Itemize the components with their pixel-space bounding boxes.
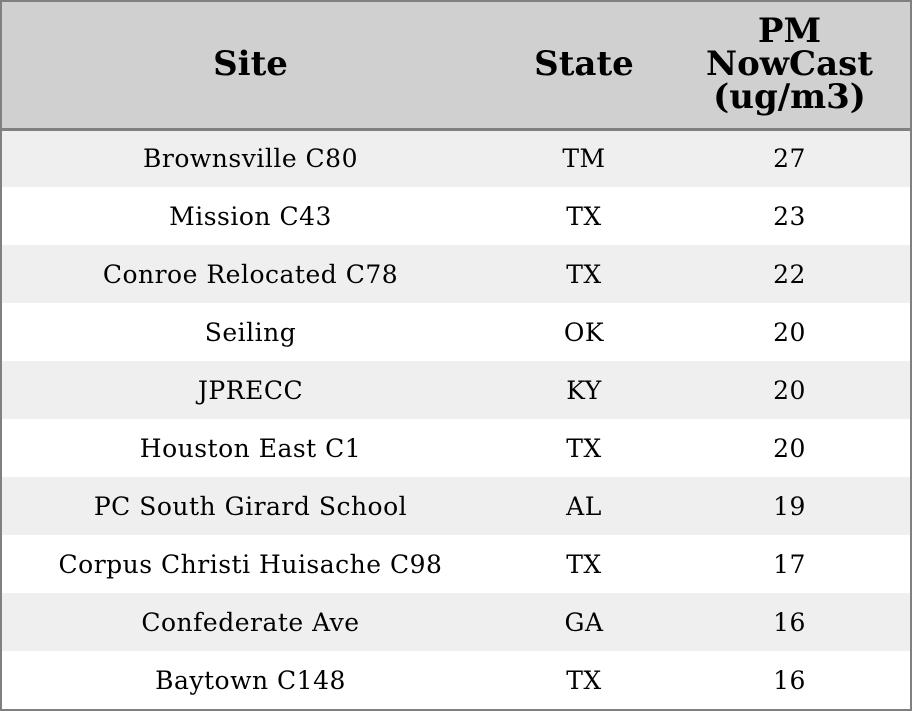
cell-state: AL xyxy=(566,491,602,521)
table-row: PC South Girard School AL 19 xyxy=(2,477,910,535)
cell-pm-nowcast: 22 xyxy=(773,259,806,289)
cell-pm-nowcast: 23 xyxy=(773,201,806,231)
cell-state: TX xyxy=(566,665,602,695)
cell-state: KY xyxy=(566,375,602,405)
cell-site: Mission C43 xyxy=(169,201,332,231)
cell-pm-nowcast: 27 xyxy=(773,144,806,174)
cell-site: Houston East C1 xyxy=(139,433,362,463)
table-row: Conroe Relocated C78 TX 22 xyxy=(2,245,910,303)
table-row: JPRECC KY 20 xyxy=(2,361,910,419)
cell-state: TX xyxy=(566,549,602,579)
cell-site: Baytown C148 xyxy=(155,665,346,695)
cell-pm-nowcast: 20 xyxy=(773,317,806,347)
table-row: Baytown C148 TX 16 xyxy=(2,651,910,709)
column-header-pm-nowcast: PM NowCast (ug/m3) xyxy=(669,2,910,131)
table-row: Corpus Christi Huisache C98 TX 17 xyxy=(2,535,910,593)
column-header-site: Site xyxy=(2,2,499,131)
column-header-state: State xyxy=(499,2,669,131)
column-header-pm-line-3: (ug/m3) xyxy=(713,77,866,118)
table-row: Mission C43 TX 23 xyxy=(2,187,910,245)
cell-site: JPRECC xyxy=(197,375,304,405)
cell-pm-nowcast: 19 xyxy=(773,491,806,521)
cell-state: TX xyxy=(566,433,602,463)
table-row: Brownsville C80 TM 27 xyxy=(2,129,910,187)
cell-state: TM xyxy=(562,144,606,174)
cell-site: Brownsville C80 xyxy=(143,144,358,174)
cell-site: PC South Girard School xyxy=(93,491,408,521)
cell-pm-nowcast: 20 xyxy=(773,375,806,405)
header-row: Site State PM NowCast (ug/m3) xyxy=(2,2,910,131)
table-header: Site State PM NowCast (ug/m3) xyxy=(2,2,910,131)
cell-site: Seiling xyxy=(204,317,297,347)
cell-site: Confederate Ave xyxy=(141,607,360,637)
table-row: Confederate Ave GA 16 xyxy=(2,593,910,651)
cell-pm-nowcast: 17 xyxy=(773,549,806,579)
cell-state: GA xyxy=(564,607,604,637)
column-header-pm-line-2: NowCast xyxy=(706,44,873,85)
cell-state: OK xyxy=(563,317,605,347)
cell-pm-nowcast: 16 xyxy=(773,607,806,637)
column-header-pm-line-1: PM xyxy=(757,11,822,52)
cell-state: TX xyxy=(566,259,602,289)
cell-site: Corpus Christi Huisache C98 xyxy=(58,549,443,579)
table-body: Brownsville C80 TM 27 Mission C43 TX 23 Conroe… xyxy=(2,129,910,709)
cell-pm-nowcast: 16 xyxy=(773,665,806,695)
cell-site: Conroe Relocated C78 xyxy=(102,259,399,289)
cell-pm-nowcast: 20 xyxy=(773,433,806,463)
cell-state: TX xyxy=(566,201,602,231)
table-row: Houston East C1 TX 20 xyxy=(2,419,910,477)
table-row: Seiling OK 20 xyxy=(2,303,910,361)
